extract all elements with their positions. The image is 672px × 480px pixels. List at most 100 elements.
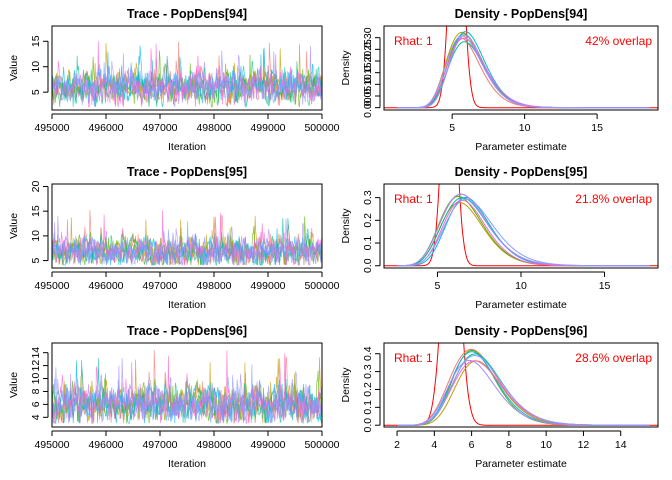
x-axis: 495000 496000 497000 498000 499000 500000 [34,271,340,292]
overlap-label: 42% overlap [585,34,652,48]
panel-title: Trace - PopDens[96] [127,324,247,338]
x-axis-label: Iteration [168,458,206,470]
y-tick-label: 0.30 [362,27,374,48]
plot-frame [51,183,323,269]
y-tick-label: 12 [30,360,42,372]
x-tick-label: 496000 [88,280,123,292]
y-axis: 0.0 0.1 0.2 0.3 [362,190,381,273]
posterior-density-chain-4 [397,41,650,109]
panel-1: 495000 496000 497000 498000 499000 500000 5 10 1… [8,7,340,153]
x-tick-label: 497000 [142,280,177,292]
x-tick-label: 10 [515,280,527,292]
y-tick-label: 10 [30,230,42,242]
plot-area [384,26,658,109]
y-tick-label: 15 [30,205,42,217]
x-axis-label: Parameter estimate [475,299,567,311]
panel-title: Density - PopDens[94] [455,7,588,21]
x-tick-label: 15 [599,280,611,292]
x-tick-label: 4 [431,439,437,451]
plot-area [52,349,322,425]
plot-area [384,184,658,267]
y-tick-label: 0.05 [362,86,374,107]
plot-frame [51,342,323,428]
rhat-label: Rhat: 1 [394,351,433,365]
y-tick-label: 0.4 [362,346,374,361]
x-tick-label: 10 [540,439,552,451]
x-tick-label: 8 [506,439,512,451]
y-tick-label: 0.00 [362,97,374,118]
x-tick-label: 496000 [88,439,123,451]
x-axis: 2 4 6 8 10 12 14 [394,430,627,451]
trace-chain-7 [52,210,322,266]
x-tick-label: 5 [435,280,441,292]
y-tick-label: 20 [30,180,42,192]
y-tick-label: 0.15 [362,62,374,83]
y-tick-label: 0.0 [362,258,374,273]
prior-density-line [384,184,658,267]
plot-frame [383,25,659,111]
x-tick-label: 498000 [196,439,231,451]
x-tick-label: 6 [469,439,475,451]
y-tick-label: 10 [30,373,42,385]
x-tick-label: 499000 [250,439,285,451]
y-tick-label: 0.25 [362,39,374,60]
x-tick-label: 500000 [304,439,339,451]
x-tick-label: 14 [615,439,627,451]
x-tick-label: 498000 [196,122,231,134]
y-tick-label: 14 [30,347,42,359]
panel-title: Density - PopDens[95] [455,165,588,179]
x-axis-label: Parameter estimate [475,141,567,153]
posterior-density-chain-8 [397,355,650,426]
y-tick-label: 15 [30,35,42,47]
overlap-label: 28.6% overlap [575,351,652,365]
y-axis: 5 10 15 20 [30,180,49,264]
y-tick-label: 0.0 [362,418,374,433]
y-axis-label: Density [340,50,352,86]
x-tick-label: 2 [394,439,400,451]
trace-chain-8 [52,218,322,266]
y-axis-label: Density [340,208,352,244]
panel-title: Trace - PopDens[95] [127,165,247,179]
y-tick-label: 6 [30,401,42,407]
panel-3: 495000 496000 497000 498000 499000 500000 5 10 1… [8,165,340,311]
posterior-density-chain-8 [397,198,650,267]
y-tick-label: 5 [30,258,42,264]
x-tick-label: 499000 [250,122,285,134]
panel-title: Trace - PopDens[94] [127,7,247,21]
posterior-density-chain-8 [397,35,650,109]
x-tick-label: 499000 [250,280,285,292]
y-tick-label: 4 [30,414,42,420]
x-tick-label: 497000 [142,439,177,451]
x-tick-label: 495000 [34,439,69,451]
rhat-label: Rhat: 1 [394,34,433,48]
overlap-label: 21.8% overlap [575,192,652,206]
x-tick-label: 495000 [34,122,69,134]
x-tick-label: 497000 [142,122,177,134]
y-axis-label: Value [8,55,20,81]
plot-frame [383,342,659,428]
panel-5: 495000 496000 497000 498000 499000 500000 4 6 8 1… [8,324,340,470]
y-tick-label: 0.3 [362,190,374,205]
plot-frame [51,25,323,111]
x-axis: 495000 496000 497000 498000 499000 500000 [34,430,340,451]
y-tick-label: 0.20 [362,51,374,72]
x-axis-label: Parameter estimate [475,458,567,470]
y-axis-label: Value [8,213,20,239]
x-axis-label: Iteration [168,141,206,153]
y-tick-label: 8 [30,388,42,394]
y-tick-label: 0.1 [362,236,374,251]
trace-chain-8 [52,364,322,424]
x-tick-label: 498000 [196,280,231,292]
x-tick-label: 495000 [34,280,69,292]
y-tick-label: 0.2 [362,382,374,397]
trace-chain-7 [52,41,322,108]
y-axis: 5 10 15 [30,35,49,95]
x-tick-label: 5 [449,122,455,134]
trace-chain-8 [52,50,322,109]
x-tick-label: 10 [519,122,531,134]
x-axis: 495000 496000 497000 498000 499000 500000 [34,113,340,134]
panel-title: Density - PopDens[96] [455,324,588,338]
x-tick-label: 500000 [304,122,339,134]
